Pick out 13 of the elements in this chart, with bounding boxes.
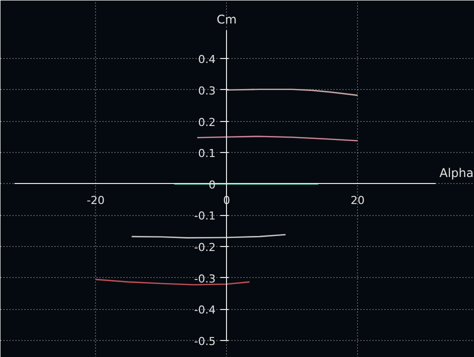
y-tick-label: 0.2: [198, 116, 216, 129]
y-tick-label: -0.3: [194, 272, 216, 286]
y-axis-title: Cm: [216, 12, 237, 26]
y-tick-label: -0.2: [194, 241, 216, 254]
y-tick-label: -0.4: [194, 304, 216, 317]
y-tick-label: -0.5: [194, 335, 216, 348]
y-tick-label: -0.1: [194, 210, 216, 223]
y-tick-label: 0.3: [198, 84, 216, 98]
x-tick-label: -20: [86, 194, 105, 207]
y-tick-label: 0.4: [198, 53, 216, 66]
x-tick-label: 20: [350, 194, 365, 207]
x-axis-title: Alpha: [440, 166, 474, 180]
y-tick-label: 0.1: [198, 147, 216, 160]
